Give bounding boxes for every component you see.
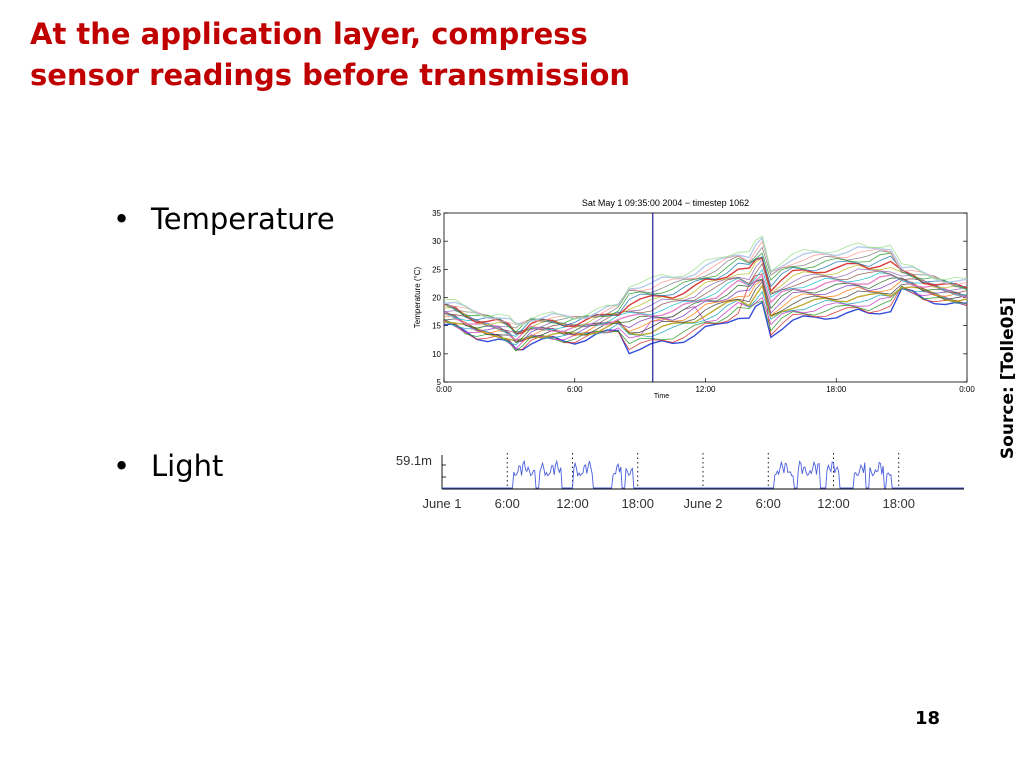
- temperature-series-line: [444, 257, 967, 334]
- temperature-series-line: [444, 279, 967, 343]
- x-tick-label: 12:00: [695, 385, 716, 394]
- slide-title: At the application layer, compress senso…: [30, 14, 730, 96]
- temperature-series-line: [444, 287, 967, 355]
- x-tick-label: 18:00: [826, 385, 847, 394]
- temperature-series-line: [444, 236, 967, 325]
- y-tick-label: 10: [432, 350, 441, 359]
- y-tick-label: 30: [432, 237, 441, 246]
- y-tick-label: 20: [432, 294, 441, 303]
- bullet-temperature-label: Temperature: [151, 202, 335, 236]
- y-axis-label: Temperature (°C): [413, 266, 422, 328]
- y-tick-label: 25: [432, 265, 441, 274]
- temperature-series-line: [444, 235, 967, 326]
- light-x-tick-label: June 2: [683, 496, 722, 511]
- y-tick-label: 15: [432, 322, 441, 331]
- light-x-tick-label: 12:00: [556, 496, 589, 511]
- page-number: 18: [914, 708, 940, 729]
- x-tick-label: 6:00: [567, 385, 583, 394]
- light-series-line: [442, 459, 964, 489]
- bullet-light-label: Light: [151, 449, 224, 483]
- x-tick-label: 0:00: [436, 385, 452, 394]
- temperature-series-line: [444, 280, 967, 341]
- source-citation: Source: [Tolle05]: [993, 296, 1023, 460]
- light-x-tick-label: 6:00: [495, 496, 520, 511]
- temperature-series-line: [444, 277, 967, 343]
- temperature-chart-title: Sat May 1 09:35:00 2004 − timestep 1062: [582, 198, 749, 208]
- light-x-tick-label: 12:00: [817, 496, 850, 511]
- slide-title-line-1: At the application layer, compress: [30, 17, 588, 51]
- temperature-series-line: [444, 257, 967, 335]
- light-x-tick-label: June 1: [422, 496, 461, 511]
- x-axis-label: Time: [654, 393, 669, 400]
- bullet-symbol: •: [113, 449, 131, 483]
- temperature-series-line: [444, 240, 967, 325]
- x-tick-label: 0:00: [959, 385, 975, 394]
- slide-title-line-2: sensor readings before transmission: [30, 58, 631, 92]
- light-x-tick-label: 18:00: [882, 496, 915, 511]
- bullet-light: • Light: [113, 449, 223, 483]
- y-tick-label: 35: [432, 209, 441, 218]
- temperature-chart: Sat May 1 09:35:00 2004 − timestep 1062 5…: [413, 198, 975, 400]
- temperature-series-line: [444, 246, 967, 329]
- temperature-series-line: [444, 273, 967, 352]
- y-tick-label: 5: [437, 378, 442, 387]
- light-x-tick-label: 18:00: [621, 496, 654, 511]
- light-chart: 59.1m June 1 6:00 12:00 18:00 June 2 6:00 12:00…: [396, 453, 964, 511]
- light-y-max-label: 59.1m: [396, 453, 432, 468]
- source-citation-text: Source: [Tolle05]: [998, 296, 1018, 460]
- light-x-tick-label: 6:00: [756, 496, 781, 511]
- temperature-series-group: [444, 235, 967, 355]
- bullet-symbol: •: [113, 202, 131, 236]
- bullet-temperature: • Temperature: [113, 202, 335, 236]
- temperature-series-line: [444, 287, 967, 350]
